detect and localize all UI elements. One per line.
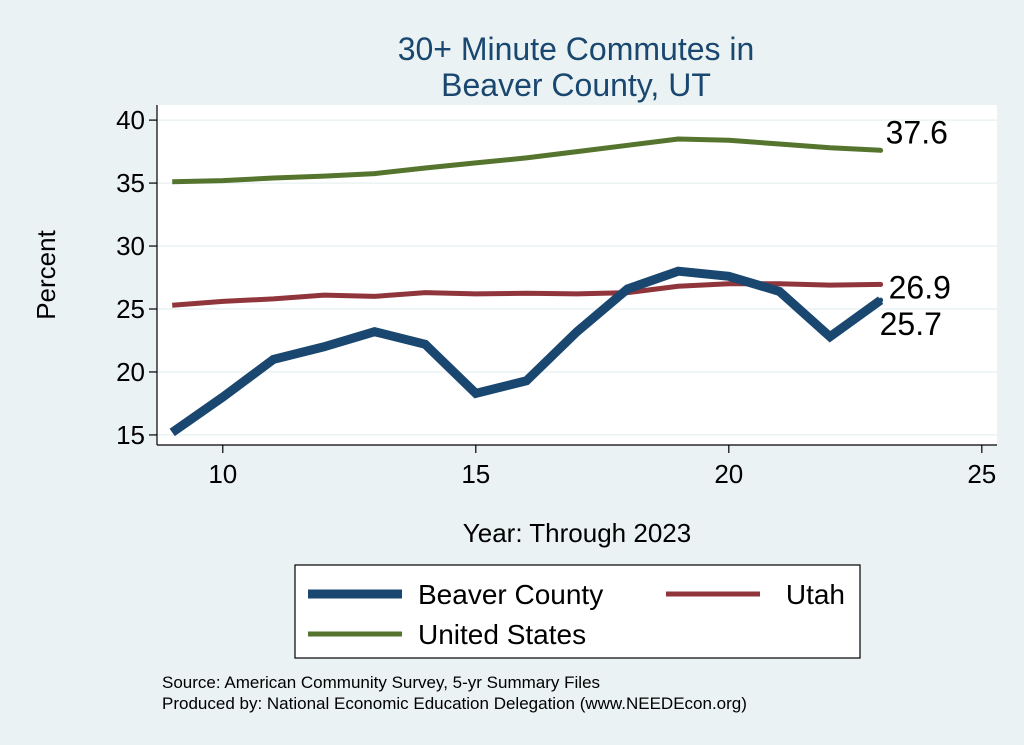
x-axis-title: Year: Through 2023 [463,518,691,548]
axes: 15 20 25 30 35 40 10 15 20 25 [116,105,997,489]
legend-box [294,564,861,659]
y-tick-label: 35 [116,168,145,198]
series-lines [169,136,884,437]
x-tick-label: 10 [208,459,237,489]
produced-by-note: Produced by: National Economic Education… [162,694,747,713]
series-line-us [172,136,881,185]
gridlines [157,119,997,436]
y-tick-label: 15 [116,420,145,450]
source-note: Source: American Community Survey, 5-yr … [162,673,600,692]
legend-label-utah: Utah [786,579,845,610]
chart-title-line-1: 30+ Minute Commutes in [398,31,755,67]
y-tick-label: 20 [116,357,145,387]
series-line-beaver [169,266,884,437]
y-tick-label: 25 [116,294,145,324]
plot-area [157,105,997,445]
end-label-utah: 26.9 [889,269,951,305]
y-axis-title: Percent [31,229,61,319]
series-endpoint-utah [878,281,884,287]
end-label-beaver: 25.7 [880,306,942,342]
y-tick-label: 40 [116,105,145,135]
x-tick-label: 20 [714,459,743,489]
end-labels: 25.726.9 37.6 [880,114,951,342]
x-tick-label: 15 [461,459,490,489]
series-endpoint-beaver [878,297,884,303]
legend-label-beaver: Beaver County [418,579,603,610]
series-endpoint-us [878,147,884,153]
legend-label-us: United States [418,619,586,650]
end-label-us: 37.6 [886,114,948,150]
y-tick-label: 30 [116,231,145,261]
chart-title-line-2: Beaver County, UT [441,67,711,103]
x-tick-label: 25 [967,459,996,489]
